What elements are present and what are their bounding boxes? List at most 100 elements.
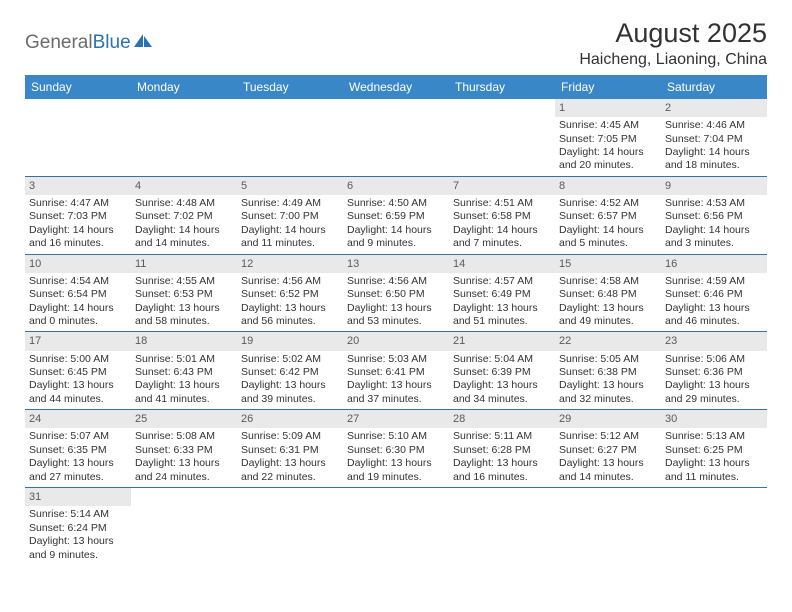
- daylight-text: Daylight: 14 hours and 14 minutes.: [135, 224, 233, 251]
- calendar-body: .....1Sunrise: 4:45 AMSunset: 7:05 PMDay…: [25, 99, 767, 565]
- sunrise-text: Sunrise: 5:01 AM: [135, 353, 233, 366]
- day-header: Monday: [131, 75, 237, 99]
- daylight-text: Daylight: 14 hours and 18 minutes.: [665, 146, 763, 173]
- calendar-cell: 24Sunrise: 5:07 AMSunset: 6:35 PMDayligh…: [25, 410, 131, 488]
- sunrise-text: Sunrise: 4:50 AM: [347, 197, 445, 210]
- daylight-text: Daylight: 14 hours and 11 minutes.: [241, 224, 339, 251]
- day-number: 24: [25, 410, 131, 428]
- daylight-text: Daylight: 14 hours and 16 minutes.: [29, 224, 127, 251]
- sunset-text: Sunset: 6:35 PM: [29, 444, 127, 457]
- sunset-text: Sunset: 6:50 PM: [347, 288, 445, 301]
- sunrise-text: Sunrise: 4:51 AM: [453, 197, 551, 210]
- sunrise-text: Sunrise: 5:08 AM: [135, 430, 233, 443]
- day-number: 7: [449, 177, 555, 195]
- sunset-text: Sunset: 6:39 PM: [453, 366, 551, 379]
- daylight-text: Daylight: 13 hours and 49 minutes.: [559, 302, 657, 329]
- sunset-text: Sunset: 6:56 PM: [665, 210, 763, 223]
- logo-text-1: General: [25, 32, 93, 54]
- sunset-text: Sunset: 6:30 PM: [347, 444, 445, 457]
- daylight-text: Daylight: 13 hours and 56 minutes.: [241, 302, 339, 329]
- sunrise-text: Sunrise: 4:57 AM: [453, 275, 551, 288]
- daylight-text: Daylight: 13 hours and 14 minutes.: [559, 457, 657, 484]
- calendar-cell: 1Sunrise: 4:45 AMSunset: 7:05 PMDaylight…: [555, 99, 661, 176]
- daylight-text: Daylight: 13 hours and 29 minutes.: [665, 379, 763, 406]
- calendar-cell: 11Sunrise: 4:55 AMSunset: 6:53 PMDayligh…: [131, 254, 237, 332]
- sunrise-text: Sunrise: 4:54 AM: [29, 275, 127, 288]
- day-header: Thursday: [449, 75, 555, 99]
- calendar-cell: 8Sunrise: 4:52 AMSunset: 6:57 PMDaylight…: [555, 176, 661, 254]
- sunrise-text: Sunrise: 5:03 AM: [347, 353, 445, 366]
- sunrise-text: Sunrise: 4:56 AM: [347, 275, 445, 288]
- calendar-cell: 6Sunrise: 4:50 AMSunset: 6:59 PMDaylight…: [343, 176, 449, 254]
- calendar-cell: 13Sunrise: 4:56 AMSunset: 6:50 PMDayligh…: [343, 254, 449, 332]
- sunset-text: Sunset: 6:54 PM: [29, 288, 127, 301]
- day-number: 16: [661, 255, 767, 273]
- daylight-text: Daylight: 13 hours and 34 minutes.: [453, 379, 551, 406]
- calendar-cell: 18Sunrise: 5:01 AMSunset: 6:43 PMDayligh…: [131, 332, 237, 410]
- calendar-cell: 27 Sunrise: 5:10 AMSunset: 6:30 PMDayligh…: [343, 410, 449, 488]
- daylight-text: Daylight: 13 hours and 19 minutes.: [347, 457, 445, 484]
- sunrise-text: Sunrise: 4:53 AM: [665, 197, 763, 210]
- day-number: 25: [131, 410, 237, 428]
- sunset-text: Sunset: 6:28 PM: [453, 444, 551, 457]
- day-number: 23: [661, 332, 767, 350]
- day-header: Saturday: [661, 75, 767, 99]
- sunset-text: Sunset: 6:57 PM: [559, 210, 657, 223]
- day-number: 2: [661, 99, 767, 117]
- day-number: 30: [661, 410, 767, 428]
- sail-icon: [133, 33, 153, 49]
- day-number: 29: [555, 410, 661, 428]
- calendar-cell: 28Sunrise: 5:11 AMSunset: 6:28 PMDayligh…: [449, 410, 555, 488]
- daylight-text: Daylight: 13 hours and 24 minutes.: [135, 457, 233, 484]
- sunset-text: Sunset: 6:33 PM: [135, 444, 233, 457]
- month-title: August 2025: [579, 18, 767, 49]
- sunset-text: Sunset: 6:48 PM: [559, 288, 657, 301]
- day-number: 27: [343, 410, 449, 428]
- logo: GeneralBlue: [25, 18, 153, 54]
- day-number: 5: [237, 177, 343, 195]
- calendar-cell: 10Sunrise: 4:54 AMSunset: 6:54 PMDayligh…: [25, 254, 131, 332]
- day-number: 10: [25, 255, 131, 273]
- day-number: 26: [237, 410, 343, 428]
- calendar-week: 17Sunrise: 5:00 AMSunset: 6:45 PMDayligh…: [25, 332, 767, 410]
- day-number: 13: [343, 255, 449, 273]
- location: Haicheng, Liaoning, China: [579, 51, 767, 69]
- sunset-text: Sunset: 6:46 PM: [665, 288, 763, 301]
- daylight-text: Daylight: 13 hours and 44 minutes.: [29, 379, 127, 406]
- sunrise-text: Sunrise: 4:52 AM: [559, 197, 657, 210]
- calendar-cell: 5Sunrise: 4:49 AMSunset: 7:00 PMDaylight…: [237, 176, 343, 254]
- calendar-table: SundayMondayTuesdayWednesdayThursdayFrid…: [25, 75, 767, 565]
- sunrise-text: Sunrise: 4:59 AM: [665, 275, 763, 288]
- day-number: 17: [25, 332, 131, 350]
- day-header: Sunday: [25, 75, 131, 99]
- daylight-text: Daylight: 14 hours and 3 minutes.: [665, 224, 763, 251]
- calendar-week: 3Sunrise: 4:47 AMSunset: 7:03 PMDaylight…: [25, 176, 767, 254]
- day-number: 19: [237, 332, 343, 350]
- sunset-text: Sunset: 7:03 PM: [29, 210, 127, 223]
- title-block: August 2025 Haicheng, Liaoning, China: [579, 18, 767, 69]
- logo-text-2: Blue: [93, 32, 131, 54]
- calendar-cell: 22Sunrise: 5:05 AMSunset: 6:38 PMDayligh…: [555, 332, 661, 410]
- calendar-cell: .: [237, 488, 343, 565]
- sunset-text: Sunset: 6:38 PM: [559, 366, 657, 379]
- day-number: 15: [555, 255, 661, 273]
- sunset-text: Sunset: 6:52 PM: [241, 288, 339, 301]
- calendar-cell: 20Sunrise: 5:03 AMSunset: 6:41 PMDayligh…: [343, 332, 449, 410]
- daylight-text: Daylight: 13 hours and 11 minutes.: [665, 457, 763, 484]
- calendar-cell: 2Sunrise: 4:46 AMSunset: 7:04 PMDaylight…: [661, 99, 767, 176]
- day-number: 18: [131, 332, 237, 350]
- day-number: 12: [237, 255, 343, 273]
- calendar-cell: 16Sunrise: 4:59 AMSunset: 6:46 PMDayligh…: [661, 254, 767, 332]
- day-number: 31: [25, 488, 131, 506]
- sunset-text: Sunset: 6:25 PM: [665, 444, 763, 457]
- sunrise-text: Sunrise: 5:12 AM: [559, 430, 657, 443]
- sunset-text: Sunset: 6:59 PM: [347, 210, 445, 223]
- sunrise-text: Sunrise: 5:10 AM: [347, 430, 445, 443]
- daylight-text: Daylight: 14 hours and 5 minutes.: [559, 224, 657, 251]
- sunrise-text: Sunrise: 5:00 AM: [29, 353, 127, 366]
- sunrise-text: Sunrise: 4:48 AM: [135, 197, 233, 210]
- sunrise-text: Sunrise: 4:46 AM: [665, 119, 763, 132]
- sunset-text: Sunset: 6:24 PM: [29, 522, 127, 535]
- daylight-text: Daylight: 13 hours and 16 minutes.: [453, 457, 551, 484]
- sunset-text: Sunset: 6:58 PM: [453, 210, 551, 223]
